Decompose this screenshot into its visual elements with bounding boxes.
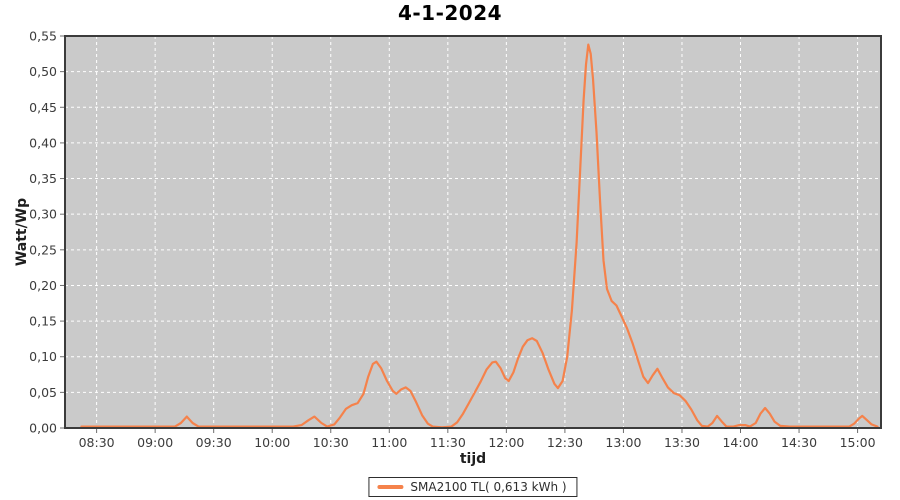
y-tick-label: 0,45 xyxy=(29,100,57,115)
x-tick-label: 11:30 xyxy=(430,435,466,450)
y-tick-label: 0,00 xyxy=(29,421,57,436)
y-tick-label: 0,35 xyxy=(29,171,57,186)
x-tick-label: 09:00 xyxy=(137,435,173,450)
chart-title: 4-1-2024 xyxy=(397,1,503,25)
x-tick-label: 14:30 xyxy=(781,435,817,450)
y-tick-label: 0,50 xyxy=(29,64,57,79)
x-tick-label: 13:00 xyxy=(605,435,641,450)
y-tick-label: 0,10 xyxy=(29,349,57,364)
plot-border xyxy=(64,35,882,429)
x-tick-label: 08:30 xyxy=(79,435,115,450)
y-tick-label: 0,40 xyxy=(29,135,57,150)
x-axis-title: tijd xyxy=(459,451,487,467)
plot-background xyxy=(65,36,881,428)
x-tick-label: 10:30 xyxy=(313,435,349,450)
x-tick-label: 13:30 xyxy=(664,435,700,450)
x-tick-label: 15:00 xyxy=(840,435,876,450)
series-line xyxy=(80,43,879,429)
x-tick-label: 12:30 xyxy=(547,435,583,450)
y-tick-label: 0,15 xyxy=(29,314,57,329)
legend-line-swatch xyxy=(377,485,404,489)
y-tick-label: 0,30 xyxy=(29,207,57,222)
y-tick-label: 0,55 xyxy=(29,29,57,44)
y-tick-label: 0,20 xyxy=(29,278,57,293)
y-tick-label: 0,05 xyxy=(29,385,57,400)
x-tick-label: 10:00 xyxy=(254,435,290,450)
y-axis-title: Watt/Wp xyxy=(14,197,30,267)
x-tick-label: 14:00 xyxy=(722,435,758,450)
legend-series-label: SMA2100 TL( 0,613 kWh ) xyxy=(410,480,567,494)
x-tick-label: 09:30 xyxy=(196,435,232,450)
legend: SMA2100 TL( 0,613 kWh ) xyxy=(368,477,578,497)
x-tick-label: 11:00 xyxy=(371,435,407,450)
x-tick-label: 12:00 xyxy=(488,435,524,450)
y-tick-label: 0,25 xyxy=(29,242,57,257)
